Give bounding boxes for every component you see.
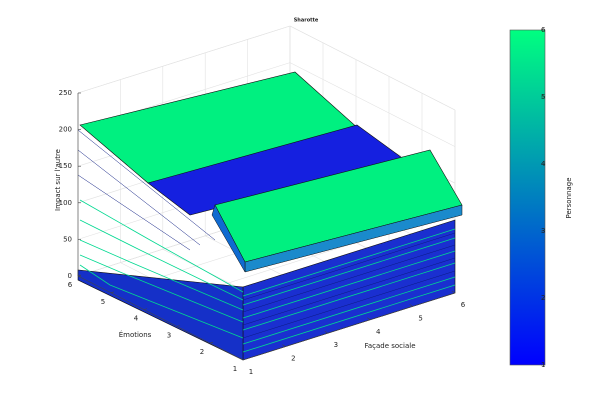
y-tick-label: 6 — [68, 281, 73, 289]
y-tick-label: 3 — [167, 331, 171, 339]
x-tick-label: 3 — [334, 341, 338, 349]
x-axis-label: Façade sociale — [364, 342, 415, 350]
x-tick — [451, 290, 456, 294]
y-tick — [143, 308, 148, 310]
y-tick — [110, 291, 115, 294]
x-tick — [282, 344, 286, 347]
x-tick — [324, 330, 328, 334]
y-tick-label: 2 — [200, 348, 204, 356]
y-tick — [77, 274, 82, 277]
x-tick-label: 5 — [418, 314, 422, 322]
y-tick — [209, 341, 214, 344]
colorbar-tick-label: 4 — [541, 160, 546, 168]
y-tick-label: 1 — [233, 365, 237, 373]
z-tick-label: 200 — [59, 126, 72, 134]
y-axis — [77, 275, 244, 361]
z-tick-label: 250 — [59, 89, 72, 97]
grid-line — [289, 25, 456, 111]
slab-front-side — [211, 204, 246, 273]
colorbar-tick-label: 6 — [541, 26, 546, 34]
stripes-dark — [77, 129, 456, 339]
x-axis — [242, 292, 456, 361]
x-tick — [367, 317, 371, 321]
z-tick-label: 150 — [59, 162, 72, 170]
x-tick-label: 1 — [249, 368, 253, 376]
z-tick-label: 100 — [59, 199, 72, 207]
y-tick-label: 5 — [101, 298, 105, 306]
colorbar-tick-label: 5 — [541, 93, 545, 101]
stripes — [79, 199, 456, 353]
z-tick-label: 50 — [63, 235, 72, 243]
axes: 0 50 100 150 200 250 1 2 3 4 5 6 1 2 3 4 5 6 — [59, 89, 466, 376]
x-tick-label: 2 — [291, 355, 295, 363]
grid-line — [289, 62, 456, 147]
surface — [77, 71, 463, 361]
x-tick-label: 6 — [461, 301, 466, 309]
x-tick — [409, 304, 413, 307]
y-tick — [176, 325, 181, 327]
block-side — [77, 269, 244, 361]
x-tick-label: 4 — [376, 328, 381, 336]
chart-title: Sharotte — [294, 18, 319, 24]
y-tick-label: 4 — [134, 315, 139, 323]
colorbar-tick-label: 3 — [541, 227, 545, 235]
colorbar-label: Personnage — [565, 178, 573, 219]
colorbar — [509, 29, 546, 366]
grid-line — [77, 25, 291, 94]
colorbar-tick-label: 1 — [541, 361, 545, 369]
y-axis-label: Émotions — [119, 330, 152, 339]
colorbar-tick-label: 2 — [541, 294, 545, 302]
z-tick-label: 0 — [68, 272, 72, 280]
z-axis-label: Impact sur l'autre — [54, 149, 62, 211]
